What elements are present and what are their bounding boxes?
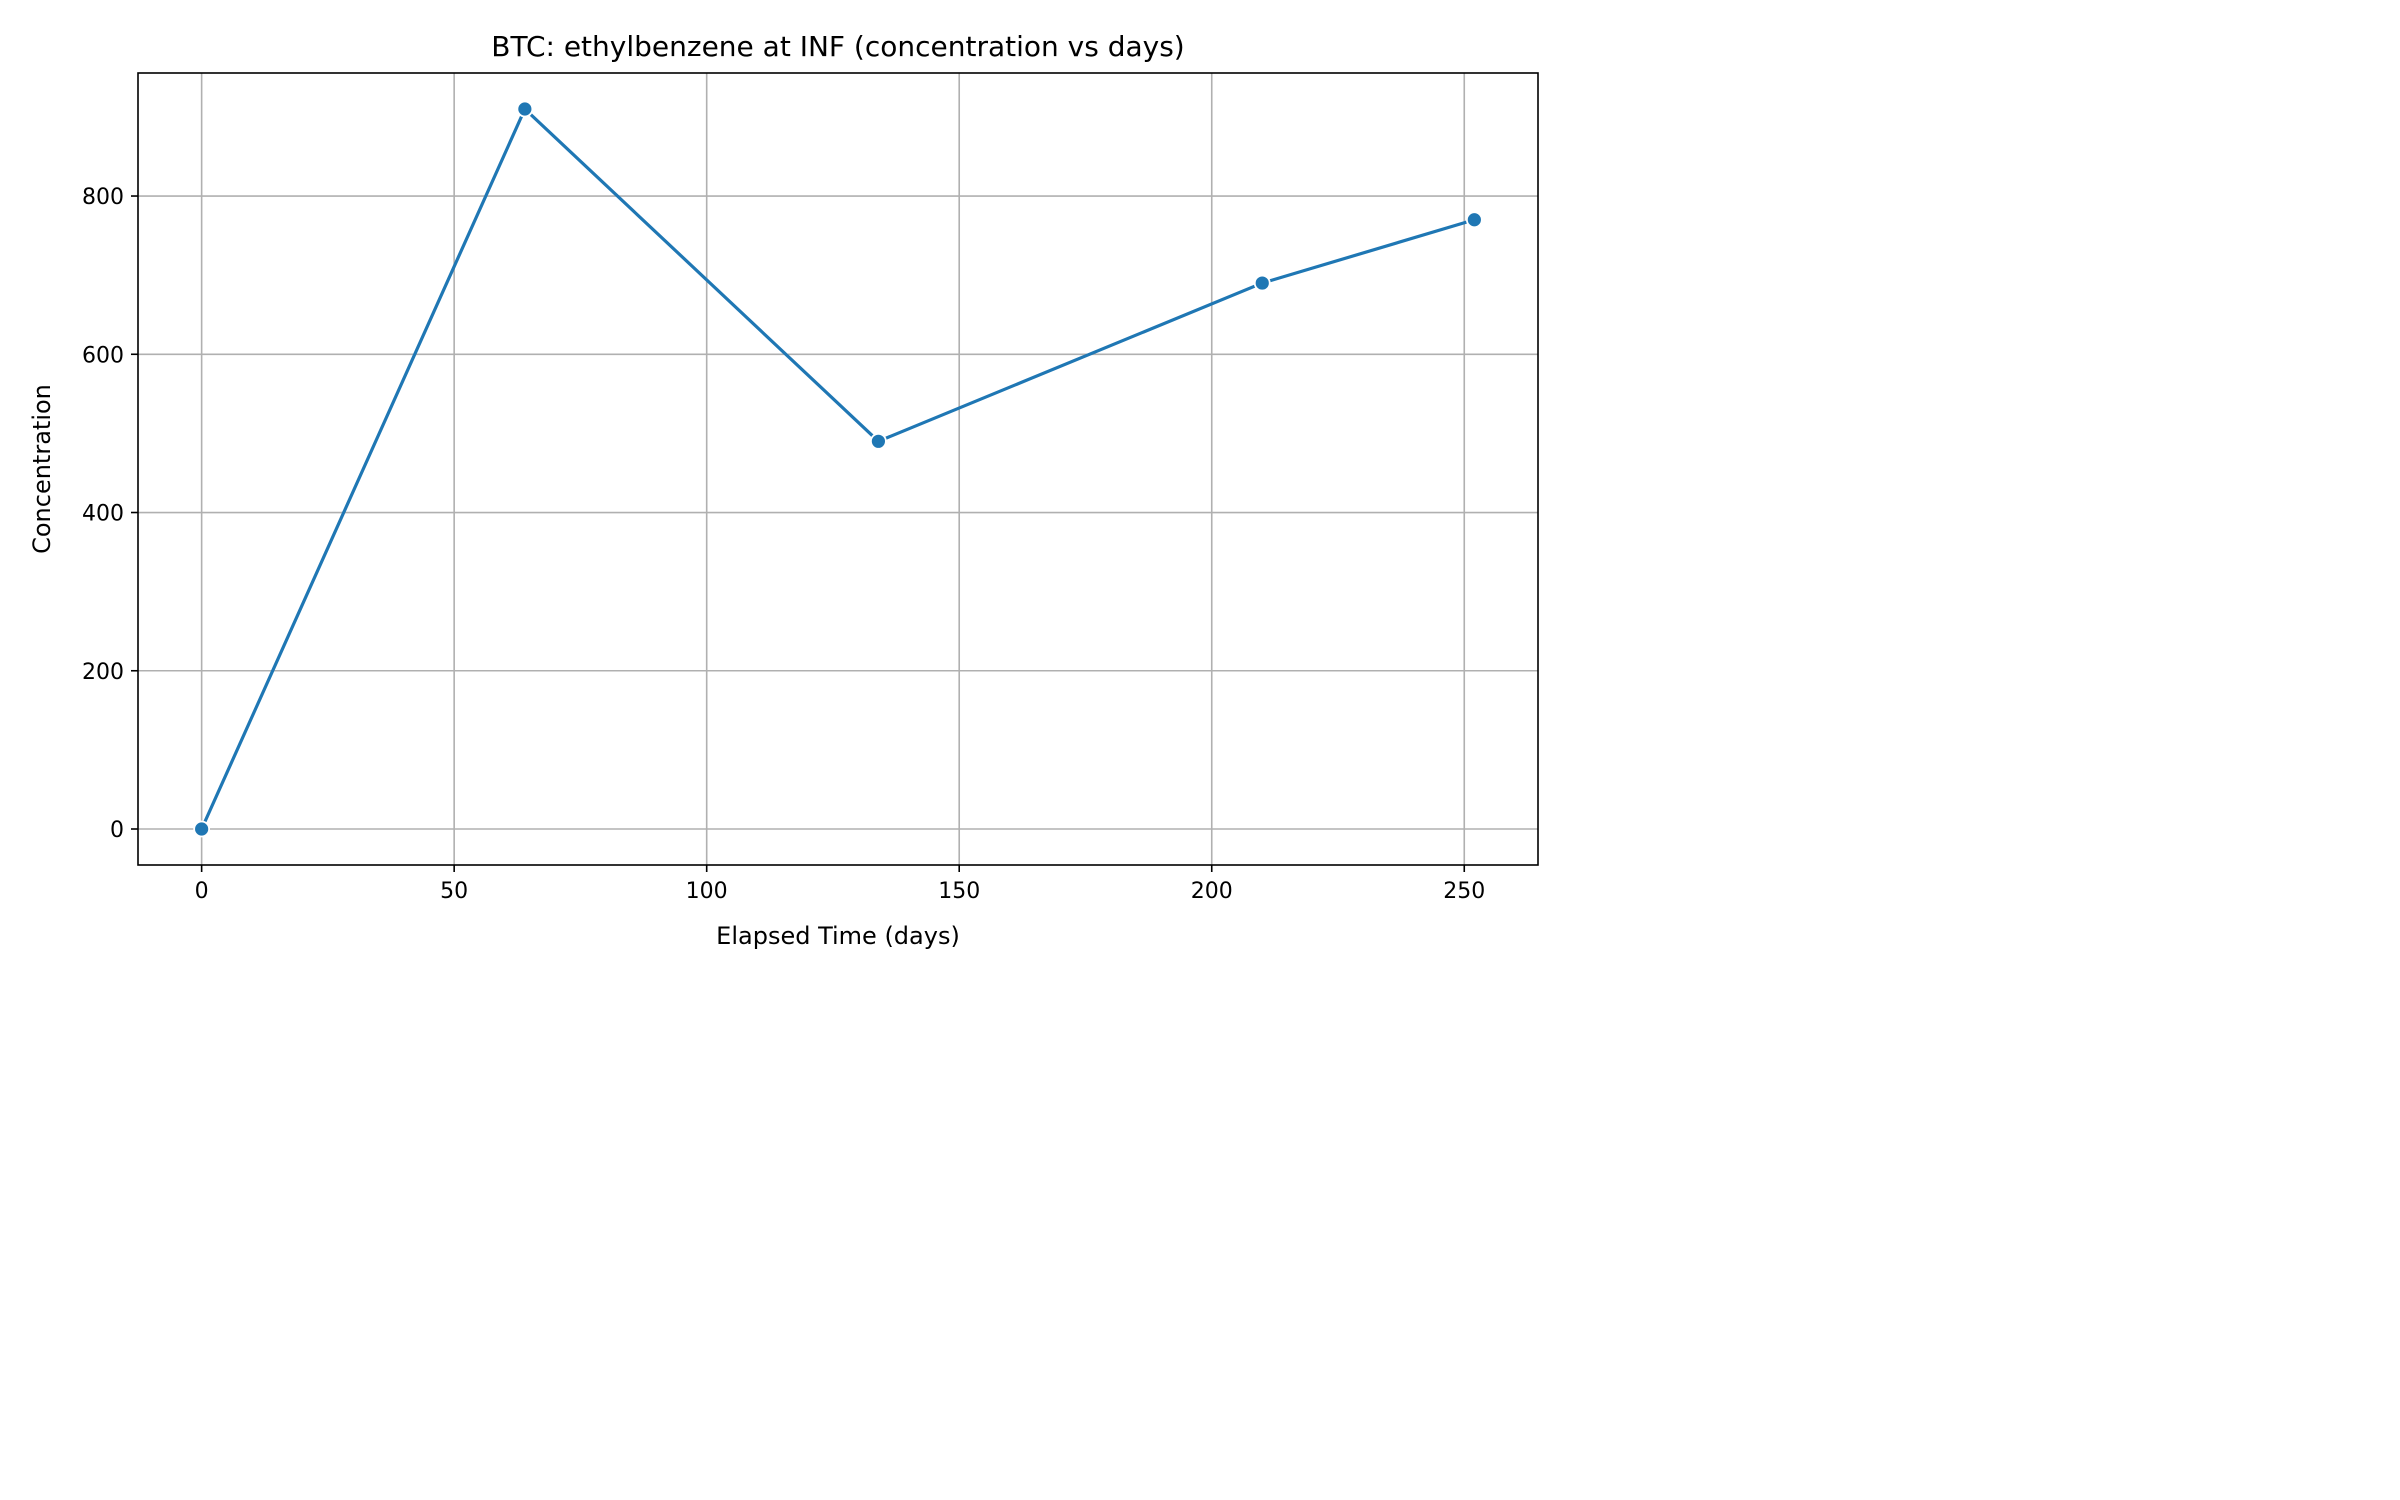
x-tick-label: 100 [686, 879, 728, 904]
y-tick-label: 600 [82, 343, 124, 368]
data-point [516, 100, 534, 118]
chart-title: BTC: ethylbenzene at INF (concentration … [491, 30, 1184, 63]
x-axis-label: Elapsed Time (days) [716, 922, 960, 950]
series-layer [193, 100, 1483, 838]
x-axis: 0 50 100 150 200 250 [195, 865, 1485, 904]
x-tick-label: 200 [1191, 879, 1233, 904]
x-tick-label: 150 [938, 879, 980, 904]
y-axis: 0 200 400 600 800 [82, 185, 138, 843]
y-tick-label: 800 [82, 185, 124, 210]
chart-container: BTC: ethylbenzene at INF (concentration … [0, 0, 1560, 975]
x-tick-label: 0 [195, 879, 209, 904]
data-point [1253, 274, 1271, 292]
y-tick-label: 0 [110, 818, 124, 843]
series-line [200, 107, 1476, 831]
grid [138, 73, 1538, 865]
line-chart: BTC: ethylbenzene at INF (concentration … [28, 30, 1539, 950]
data-point [1465, 211, 1483, 229]
x-tick-label: 250 [1443, 879, 1485, 904]
y-axis-label: Concentration [28, 384, 56, 554]
x-tick-label: 50 [440, 879, 468, 904]
data-point [193, 820, 211, 838]
y-tick-label: 200 [82, 660, 124, 685]
data-point [870, 432, 887, 450]
y-tick-label: 400 [82, 502, 124, 527]
plot-frame [137, 72, 1539, 866]
